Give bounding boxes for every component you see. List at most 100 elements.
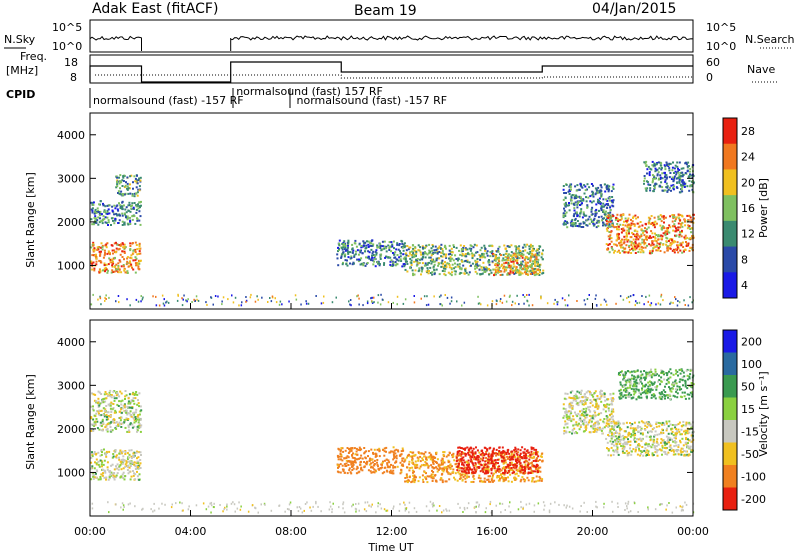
mark bbox=[619, 244, 622, 247]
mark bbox=[121, 399, 124, 402]
mark bbox=[492, 268, 495, 271]
mark bbox=[603, 223, 606, 226]
mark bbox=[649, 187, 652, 190]
ground-mark bbox=[564, 304, 567, 307]
mark bbox=[528, 252, 531, 255]
mark bbox=[610, 199, 613, 202]
mark bbox=[483, 270, 486, 273]
mark bbox=[130, 400, 133, 403]
mark bbox=[370, 245, 373, 247]
ground-mark bbox=[358, 303, 360, 306]
mark bbox=[442, 253, 445, 256]
mark bbox=[460, 248, 463, 250]
mark bbox=[435, 461, 438, 463]
mark bbox=[93, 221, 96, 224]
mark bbox=[628, 246, 631, 249]
mark bbox=[617, 238, 620, 241]
mark bbox=[617, 228, 620, 231]
mark bbox=[490, 458, 493, 460]
mark bbox=[383, 466, 386, 469]
freq-unit-label: [MHz] bbox=[6, 64, 38, 77]
mark bbox=[493, 272, 496, 275]
mark bbox=[100, 242, 103, 245]
mark bbox=[134, 393, 137, 396]
ground-mark bbox=[641, 295, 643, 297]
mark bbox=[477, 476, 480, 479]
mark bbox=[116, 463, 119, 466]
mark bbox=[589, 392, 592, 394]
mark bbox=[381, 245, 384, 248]
mark bbox=[457, 450, 460, 453]
mark bbox=[608, 219, 611, 221]
mark bbox=[538, 254, 541, 257]
mark bbox=[105, 243, 108, 246]
mark bbox=[407, 248, 410, 251]
mark bbox=[457, 446, 460, 449]
mark bbox=[496, 468, 499, 471]
mark bbox=[364, 241, 367, 244]
mark bbox=[672, 188, 675, 191]
mark bbox=[691, 183, 693, 186]
mark bbox=[418, 249, 421, 252]
mark bbox=[466, 468, 468, 471]
mark bbox=[373, 468, 376, 471]
ground-mark bbox=[99, 297, 102, 300]
mark bbox=[402, 243, 405, 246]
mark bbox=[533, 456, 536, 458]
mark bbox=[108, 257, 111, 260]
ground-mark bbox=[163, 304, 166, 307]
mark bbox=[131, 407, 134, 410]
mark bbox=[429, 272, 432, 274]
mark bbox=[139, 223, 142, 226]
mark bbox=[440, 243, 443, 246]
mark bbox=[454, 262, 456, 265]
mark bbox=[408, 246, 411, 249]
mark bbox=[519, 266, 522, 269]
mark bbox=[506, 254, 509, 257]
mark bbox=[620, 213, 623, 216]
mark bbox=[115, 421, 118, 424]
mark bbox=[584, 185, 587, 188]
mark bbox=[130, 455, 133, 458]
mark bbox=[437, 262, 440, 265]
mark bbox=[576, 424, 579, 427]
mark bbox=[355, 250, 357, 253]
mark bbox=[99, 454, 102, 457]
mark bbox=[113, 468, 116, 471]
mark bbox=[530, 270, 533, 273]
mark bbox=[424, 464, 427, 467]
mark bbox=[648, 236, 650, 239]
mark bbox=[503, 467, 506, 470]
mark bbox=[104, 205, 107, 208]
mark bbox=[570, 420, 573, 423]
mark bbox=[124, 390, 127, 392]
mark bbox=[401, 242, 404, 245]
mark bbox=[97, 216, 100, 219]
mark bbox=[440, 255, 443, 258]
mark bbox=[634, 234, 637, 237]
mark bbox=[476, 258, 479, 260]
mark bbox=[430, 454, 433, 457]
mark bbox=[579, 414, 582, 417]
mark bbox=[684, 172, 687, 174]
mark bbox=[497, 453, 500, 456]
mark bbox=[106, 211, 109, 214]
mark bbox=[101, 461, 104, 464]
mark bbox=[121, 422, 124, 425]
mark bbox=[659, 174, 662, 177]
mark bbox=[435, 466, 438, 469]
mark bbox=[493, 459, 496, 462]
mark bbox=[132, 187, 134, 190]
mark bbox=[541, 258, 544, 261]
mark bbox=[338, 242, 340, 245]
mark bbox=[528, 458, 531, 461]
mark bbox=[444, 255, 447, 258]
mark bbox=[459, 253, 462, 256]
mark bbox=[658, 243, 661, 246]
mark bbox=[137, 414, 140, 416]
mark bbox=[448, 262, 450, 265]
mark bbox=[503, 476, 506, 479]
mark bbox=[131, 426, 134, 429]
mark bbox=[354, 239, 357, 242]
